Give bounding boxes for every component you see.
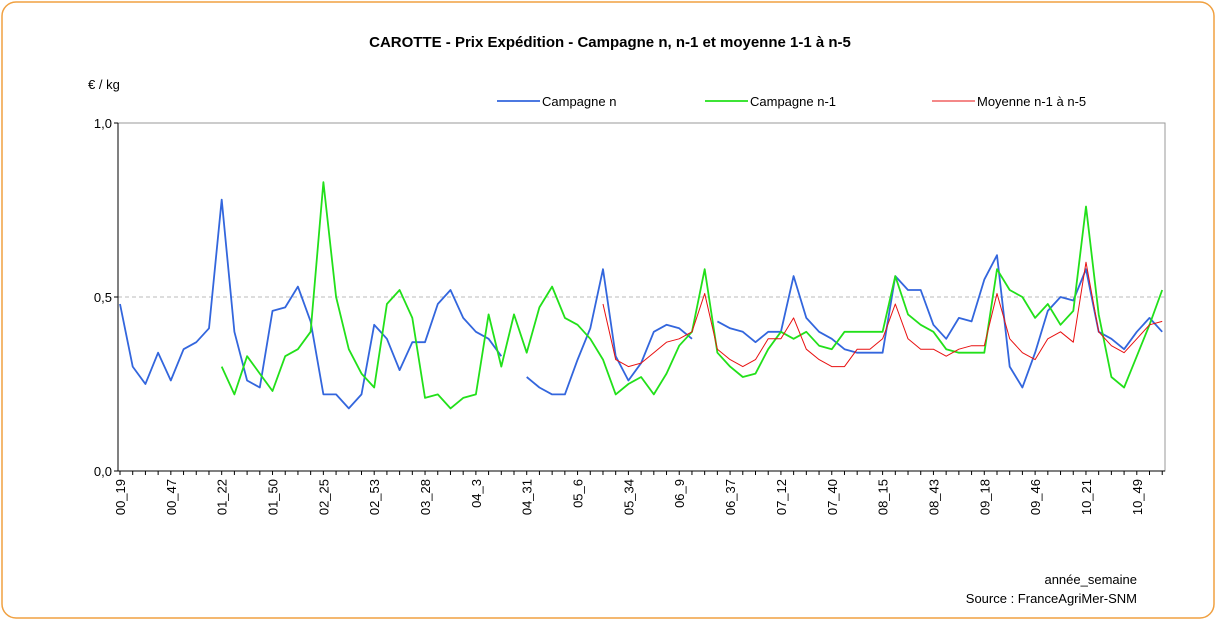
x-tick-label: 02_53 [367,479,382,515]
x-tick-label: 01_50 [266,479,281,515]
x-tick-label: 09_46 [1028,479,1043,515]
chart-title: CAROTTE - Prix Expédition - Campagne n, … [369,34,851,51]
x-tick-label: 00_47 [164,479,179,515]
source: Source : FranceAgriMer-SNM [966,591,1137,606]
x-tick-label: 06_37 [723,479,738,515]
y-tick-label: 0,5 [94,290,112,305]
legend-label: Campagne n [542,94,616,109]
x-tick-label: 02_25 [316,479,331,515]
x-tick-label: 10_49 [1130,479,1145,515]
x-tick-label: 10_21 [1079,479,1094,515]
x-tick-label: 09_18 [977,479,992,515]
x-tick-label: 08_15 [876,479,891,515]
x-tick-label: 05_6 [571,479,586,508]
x-tick-label: 04_31 [520,479,535,515]
x-tick-label: 03_28 [418,479,433,515]
x-tick-label: 08_43 [926,479,941,515]
x-tick-label: 07_40 [825,479,840,515]
y-tick-label: 0,0 [94,464,112,479]
x-tick-label: 05_34 [621,479,636,515]
legend-label: Moyenne n-1 à n-5 [977,94,1086,109]
legend-label: Campagne n-1 [750,94,836,109]
x-tick-label: 01_22 [215,479,230,515]
x-tick-label: 06_9 [672,479,687,508]
y-axis-label: € / kg [88,77,120,92]
x-axis-label: année_semaine [1044,572,1137,587]
y-tick-label: 1,0 [94,116,112,131]
x-tick-label: 00_19 [113,479,128,515]
series-line [602,261,1163,368]
x-tick-label: 07_12 [774,479,789,515]
x-tick-label: 04_3 [469,479,484,508]
